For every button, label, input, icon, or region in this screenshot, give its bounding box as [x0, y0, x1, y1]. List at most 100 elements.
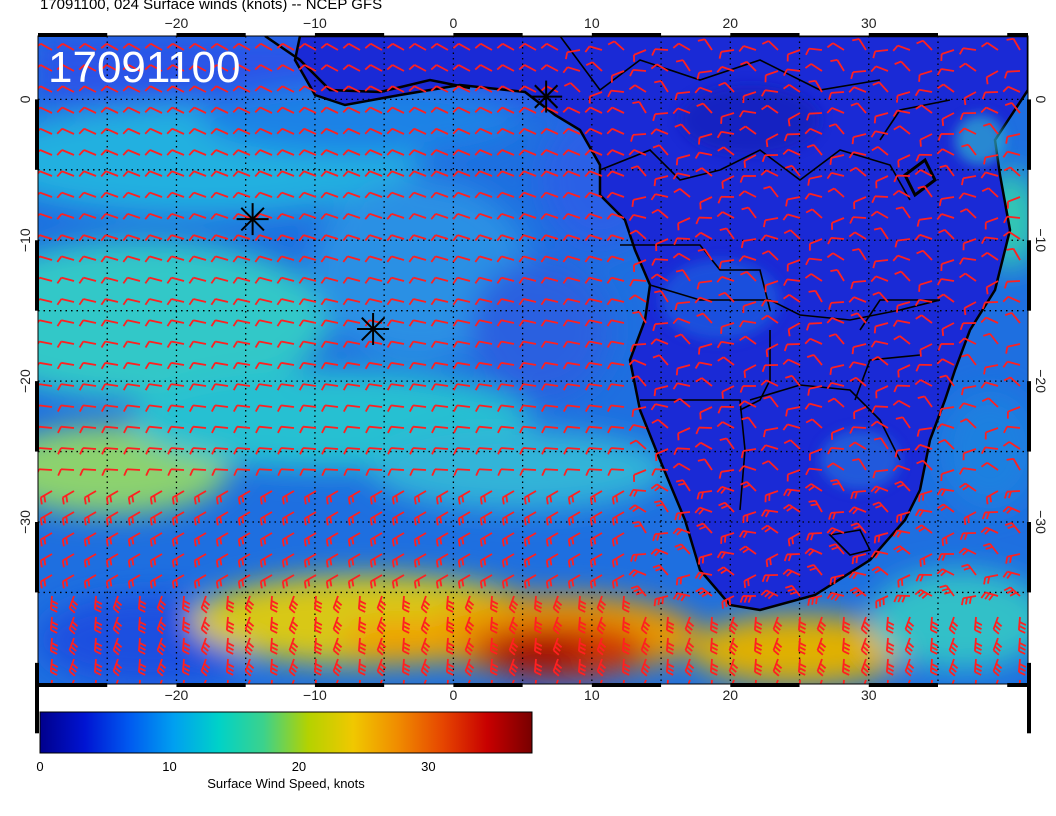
wind-barb: [567, 532, 581, 547]
wind-barb: [577, 658, 587, 676]
wind-barb: [936, 148, 955, 156]
wind-barb: [210, 170, 229, 178]
wind-barb: [320, 276, 339, 284]
wind-barb: [1002, 570, 1021, 579]
wind-barb: [386, 340, 405, 348]
wind-barb: [56, 255, 75, 263]
wind-barb: [496, 361, 515, 370]
wind-barb: [496, 191, 515, 199]
wind-barb: [364, 383, 383, 391]
edge-tick-top: [453, 33, 523, 37]
wind-barb: [697, 458, 713, 471]
storm-markers: [236, 80, 563, 346]
wind-barb: [872, 259, 889, 269]
wind-barb: [785, 406, 801, 417]
wind-barb: [386, 85, 405, 93]
wind-barb: [452, 234, 471, 242]
wind-barb: [474, 340, 493, 348]
wind-barb: [435, 574, 449, 589]
wind-barb: [50, 679, 53, 684]
wind-barb: [640, 616, 651, 635]
wind-barb: [320, 85, 339, 93]
wind-barb: [39, 532, 53, 547]
wind-barb: [100, 127, 119, 135]
wind-barb: [365, 425, 383, 434]
wind-barb: [716, 130, 735, 139]
wind-barb: [848, 506, 867, 515]
wind-barb: [364, 64, 383, 72]
wind-barb: [430, 319, 449, 327]
lon-label-top: 20: [723, 15, 739, 31]
wind-barb: [291, 679, 295, 684]
wind-barb: [918, 490, 933, 502]
lat-label-left: −20: [17, 369, 33, 393]
wind-barb: [540, 255, 559, 263]
wind-barb: [628, 504, 647, 513]
wind-barb: [741, 416, 757, 429]
wind-barb: [254, 127, 273, 135]
wind-barb: [100, 255, 119, 263]
wind-barb: [672, 107, 691, 115]
edge-tick-left: [35, 381, 39, 452]
wind-barb: [1002, 360, 1021, 368]
wind-barb: [674, 91, 691, 101]
wind-barb: [210, 298, 229, 306]
wind-barb: [677, 217, 691, 231]
wind-barb: [851, 133, 867, 145]
wind-barb: [893, 174, 911, 183]
wind-barb: [342, 191, 361, 199]
wind-barb: [365, 468, 383, 477]
wind-barb: [980, 171, 999, 179]
wind-barb: [804, 127, 823, 135]
wind-barb: [961, 385, 977, 396]
wind-barb: [760, 299, 779, 307]
wind-barb: [584, 170, 603, 178]
wind-barb: [320, 106, 339, 114]
wind-barb: [981, 511, 999, 520]
wind-barb: [1017, 637, 1027, 655]
wind-barb: [896, 511, 911, 523]
wind-barb: [78, 234, 97, 242]
wind-barb: [983, 154, 999, 165]
wind-barb: [453, 447, 471, 455]
wind-barb: [61, 574, 75, 589]
wind-barb: [716, 485, 735, 495]
wind-barb: [540, 64, 559, 72]
wind-barb: [761, 364, 779, 373]
wind-barb: [523, 553, 537, 568]
wind-barb: [673, 398, 691, 408]
wind-barb: [805, 208, 823, 219]
wind-barb: [518, 383, 537, 391]
edge-tick-top: [730, 33, 800, 37]
wind-barb: [892, 189, 911, 198]
wind-barb: [38, 340, 53, 346]
wind-barb: [408, 276, 427, 284]
wind-barb: [122, 361, 141, 370]
wind-barb: [144, 212, 163, 220]
wind-barb: [562, 255, 581, 263]
wind-barb: [973, 616, 983, 634]
wind-barb: [939, 584, 955, 597]
map-field: [38, 36, 1028, 684]
wind-barb: [958, 127, 977, 135]
wind-barb: [959, 208, 977, 219]
wind-barb: [211, 468, 229, 477]
wind-barb: [577, 616, 587, 634]
edge-tick-bottom: [38, 683, 108, 687]
wind-barb: [57, 447, 75, 455]
wind-barb: [936, 423, 955, 431]
wind-barb: [775, 679, 779, 684]
wind-barb: [182, 679, 185, 684]
wind-barb: [974, 679, 977, 684]
wind-barb: [936, 68, 955, 76]
wind-barb: [386, 255, 405, 263]
wind-barb: [508, 595, 519, 614]
wind-barb: [808, 448, 823, 461]
wind-barb: [343, 425, 361, 434]
wind-barb: [430, 149, 449, 156]
wind-barb: [496, 255, 515, 263]
wind-barb: [79, 425, 97, 434]
wind-barb: [364, 149, 383, 156]
wind-barb: [144, 127, 163, 135]
wind-barb: [886, 679, 889, 684]
